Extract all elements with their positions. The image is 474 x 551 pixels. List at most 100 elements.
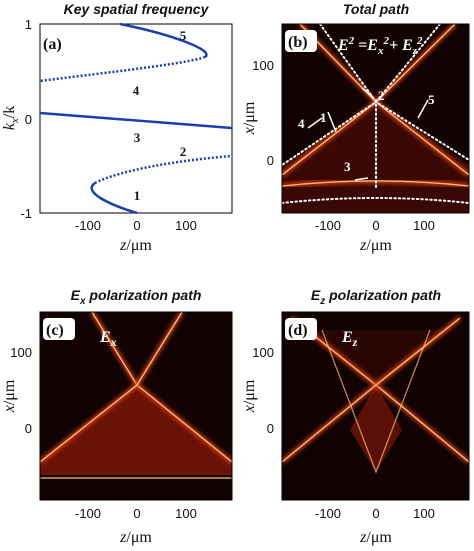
x-axis-label: z/μm [119, 237, 152, 254]
text-part: z [352, 335, 358, 349]
curve [94, 154, 233, 185]
text-part: E [311, 287, 321, 303]
text-part: polarization path [325, 287, 441, 303]
x-tick-label: 0 [372, 218, 379, 233]
text-part: E [337, 37, 349, 54]
curve [119, 22, 208, 59]
panel-label: (b) [288, 34, 308, 51]
x-tick-label: -100 [315, 218, 341, 233]
text-part: /μm [366, 237, 392, 254]
path-label: 2 [378, 88, 385, 103]
text-part: /μm [366, 529, 392, 546]
curve [90, 181, 138, 215]
y-axis-label: x/μm [241, 379, 258, 413]
y-tick-label: 1 [25, 17, 32, 32]
panel-label: (c) [46, 322, 64, 339]
y-tick-label: 0 [267, 153, 274, 168]
text-part: z [119, 237, 127, 254]
equation: E2 =Ex2+ Ez2 [337, 35, 423, 57]
text-part: z [412, 45, 418, 57]
panel-label: (a) [43, 36, 62, 53]
text-part: z [319, 296, 325, 307]
x-tick-label: 0 [372, 506, 379, 521]
x-tick-label: 100 [175, 218, 197, 233]
panel-title: Total path [343, 1, 409, 17]
path-label: 1 [320, 110, 327, 125]
y-axis-label: kx/k [1, 106, 21, 130]
text-part: E [99, 329, 111, 346]
x-axis-label: z/μm [119, 529, 152, 546]
label-box [285, 30, 317, 52]
y-tick-label: 0 [25, 112, 32, 127]
text-part: /μm [1, 379, 18, 405]
panel-title: Ex polarization path [71, 287, 202, 307]
x-tick-label: -100 [75, 218, 101, 233]
text-part: x [241, 127, 258, 135]
text-part: 2 [348, 35, 355, 47]
curve-label: 1 [134, 188, 141, 203]
path-label: 5 [428, 92, 435, 107]
panel-label: (d) [288, 322, 308, 339]
y-tick-label: 0 [267, 421, 274, 436]
x-axis-label: z/μm [359, 529, 392, 546]
text-part: polarization path [86, 287, 202, 303]
y-axis-label: x/μm [1, 379, 18, 413]
text-part: /μm [241, 379, 258, 405]
plot-frame [39, 311, 233, 501]
plot-frame [39, 23, 233, 214]
x-tick-label: 0 [133, 218, 140, 233]
text-part: z [359, 237, 367, 254]
panel-b: Total path (b) E2 =Ex2+ Ez2 1 2 3 4 5 10… [241, 1, 470, 254]
text-part: + E [389, 37, 413, 54]
x-tick-label: -100 [75, 506, 101, 521]
text-part: E [71, 287, 81, 303]
panel-title: Ez polarization path [311, 287, 441, 307]
text-part: x [110, 335, 117, 349]
field-label: Ez [341, 329, 358, 349]
y-tick-label: 100 [10, 345, 32, 360]
text-part: 2 [382, 35, 389, 47]
x-tick-label: 100 [175, 506, 197, 521]
text-part: x [241, 405, 258, 413]
curve [39, 55, 206, 83]
text-part: z [359, 529, 367, 546]
text-part: E [341, 329, 353, 346]
x-tick-label: 0 [133, 506, 140, 521]
curve [39, 111, 233, 130]
panel-d: Ez polarization path (d) Ez 100 0 -100 0… [241, 287, 470, 546]
text-part: k [1, 122, 18, 130]
y-tick-label: 100 [252, 345, 274, 360]
plot-frame [281, 23, 470, 214]
text-part: /μm [126, 237, 152, 254]
x-tick-label: 100 [413, 506, 435, 521]
curve-label: 2 [180, 144, 187, 159]
text-part: /μm [126, 529, 152, 546]
text-part: /μm [241, 101, 258, 127]
text-part: x [9, 118, 21, 124]
x-axis-label: z/μm [359, 237, 392, 254]
panel-title: Key spatial frequency [64, 1, 210, 17]
text-part: z [119, 529, 127, 546]
y-axis-label: x/μm [241, 101, 258, 135]
y-tick-label: 0 [25, 421, 32, 436]
y-tick-label: 100 [252, 58, 274, 73]
panel-a: Key spatial frequency (a) 1 2 3 4 5 1 0 … [1, 1, 233, 254]
panel-c: Ex polarization path (c) Ex 100 0 -100 0… [1, 287, 233, 546]
y-tick-label: -1 [20, 206, 32, 221]
plot-frame [281, 311, 470, 501]
text-part: x [1, 405, 18, 413]
field-label: Ex [99, 329, 117, 349]
curve-label: 3 [134, 130, 141, 145]
label-box [43, 318, 75, 340]
text-part: =E [354, 37, 378, 54]
text-part: /k [1, 106, 18, 118]
text-part: x [79, 296, 86, 307]
curve-label: 4 [133, 83, 140, 98]
x-tick-label: -100 [315, 506, 341, 521]
path-label: 4 [298, 116, 305, 131]
text-part: 2 [416, 35, 423, 47]
label-box [285, 318, 317, 340]
path-label: 3 [344, 159, 351, 174]
text-part: x [377, 45, 384, 57]
